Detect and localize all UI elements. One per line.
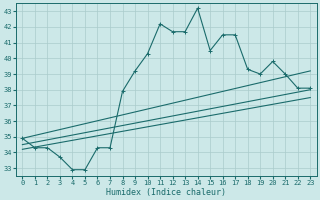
X-axis label: Humidex (Indice chaleur): Humidex (Indice chaleur) — [106, 188, 226, 197]
